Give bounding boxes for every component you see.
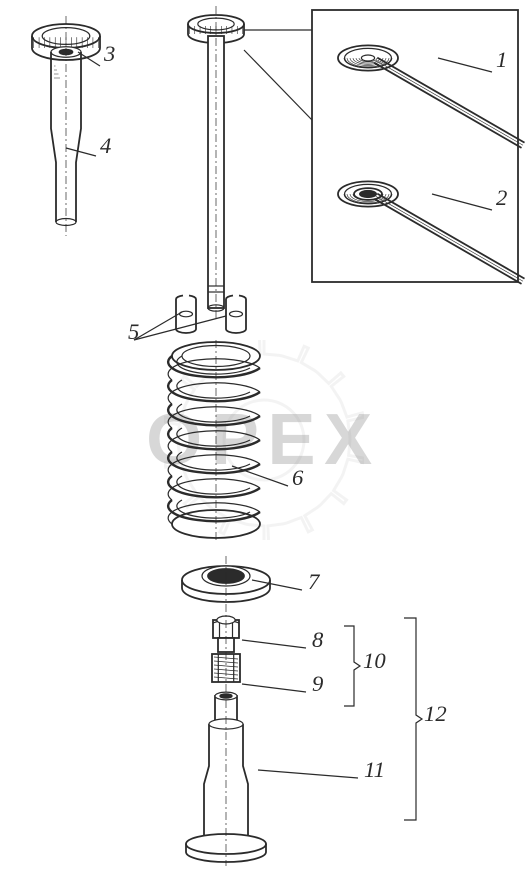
- callout-5: 5: [128, 319, 139, 345]
- callout-2: 2: [496, 185, 507, 211]
- callout-12: 12: [424, 701, 447, 727]
- callout-1: 1: [496, 47, 507, 73]
- callout-8: 8: [312, 627, 323, 653]
- callout-10: 10: [363, 648, 386, 674]
- callout-3: 3: [104, 41, 115, 67]
- exploded-diagram: [0, 0, 527, 879]
- callout-7: 7: [308, 569, 319, 595]
- callout-9: 9: [312, 671, 323, 697]
- callout-11: 11: [364, 757, 385, 783]
- callout-4: 4: [100, 133, 111, 159]
- callout-6: 6: [292, 465, 303, 491]
